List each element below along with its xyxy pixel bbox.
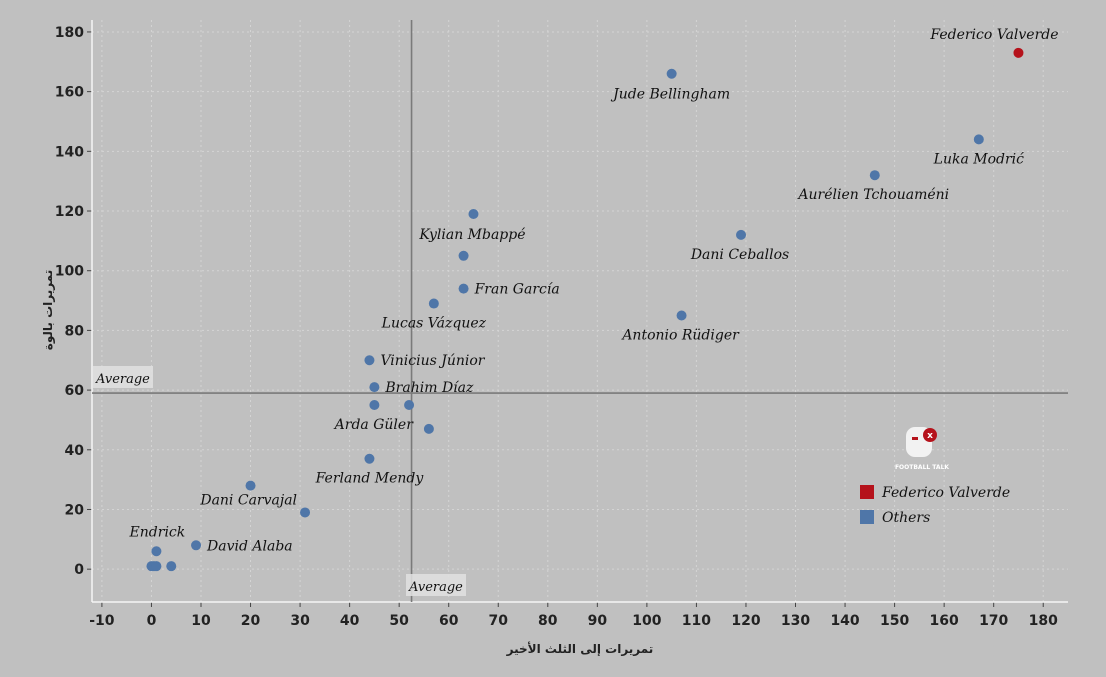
point-label: Lucas Vázquez (381, 316, 487, 332)
x-tick-label: 170 (979, 613, 1008, 629)
y-tick-label: 160 (55, 85, 84, 101)
data-point (151, 546, 162, 557)
point-label: Endrick (129, 524, 186, 540)
data-point (300, 507, 311, 518)
logo-text: FOOTBALL TALK (895, 464, 949, 471)
x-tick-label: 90 (588, 613, 608, 629)
data-point (666, 68, 677, 79)
x-tick-label: 110 (682, 613, 711, 629)
axes: -10 0 10 20 30 40 50 60 70 80 90 100 110 120 130 140 150… (55, 20, 1068, 629)
x-tick-label: 130 (781, 613, 810, 629)
svg-text:x: x (927, 431, 933, 441)
x-tick-label: 40 (340, 613, 360, 629)
data-point (869, 170, 880, 181)
average-label-horizontal: Average (93, 366, 153, 388)
x-tick-label: -10 (89, 613, 115, 629)
legend-label: Others (882, 510, 930, 526)
legend-swatch (860, 485, 874, 499)
grid (92, 20, 1068, 602)
point-label: Dani Ceballos (690, 247, 789, 263)
y-tick-label: 60 (65, 383, 85, 399)
data-point (423, 423, 434, 434)
data-point (973, 134, 984, 145)
legend-label: Federico Valverde (881, 485, 1010, 501)
x-tick-label: 80 (538, 613, 558, 629)
y-tick-label: 100 (55, 264, 84, 280)
point-label: Aurélien Tchouaméni (796, 187, 949, 203)
y-tick-label: 0 (74, 562, 84, 578)
data-point (191, 540, 202, 551)
point-label: Brahim Díaz (384, 380, 474, 396)
point-label: Ferland Mendy (315, 471, 425, 487)
data-point (369, 400, 380, 411)
point-label: Kylian Mbappé (418, 227, 525, 243)
data-points (146, 47, 1024, 572)
data-point (404, 400, 415, 411)
data-point (736, 229, 747, 240)
data-point (369, 382, 380, 393)
x-tick-label: 0 (147, 613, 157, 629)
x-tick-label: 10 (191, 613, 211, 629)
data-point (364, 453, 375, 464)
x-tick-label: 70 (489, 613, 509, 629)
x-tick-label: 20 (241, 613, 261, 629)
x-tick-label: 150 (880, 613, 909, 629)
data-point (1013, 47, 1024, 58)
point-label: Jude Bellingham (610, 87, 730, 103)
x-tick-label: 60 (439, 613, 459, 629)
x-tick-label: 50 (389, 613, 409, 629)
data-point (468, 209, 479, 219)
y-tick-label: 80 (65, 323, 85, 339)
data-point (151, 561, 162, 572)
y-axis-label: تمريرات بالوة (41, 270, 56, 350)
y-tick-label: 180 (55, 25, 84, 41)
data-point (245, 480, 256, 491)
point-label: Federico Valverde (929, 27, 1058, 43)
football-talk-logo: x FOOTBALL TALK (895, 427, 949, 471)
y-tick-label: 40 (65, 443, 85, 459)
point-label: David Alaba (206, 538, 293, 554)
x-axis-label: تمريرات إلى الثلث الأخير (506, 641, 654, 656)
data-point (458, 283, 469, 294)
y-tick-label: 120 (55, 204, 84, 220)
data-point (428, 298, 439, 309)
x-tick-label: 30 (290, 613, 310, 629)
point-labels: Federico Valverde Jude Bellingham Luka Mod… (129, 27, 1059, 554)
y-tick-label: 20 (65, 502, 85, 518)
point-label: Antonio Rüdiger (620, 327, 740, 343)
data-point (458, 250, 469, 261)
point-label: Fran García (474, 282, 560, 298)
point-label: Dani Carvajal (199, 492, 297, 508)
x-tick-label: 120 (731, 613, 760, 629)
legend-swatch (860, 510, 874, 524)
point-label: Luka Modrić (933, 151, 1024, 167)
point-label: Vinicius Júnior (380, 353, 485, 369)
data-point (676, 310, 687, 321)
average-label-vertical-text: Average (408, 580, 463, 595)
x-tick-label: 140 (830, 613, 859, 629)
average-lines (92, 20, 1068, 602)
x-tick-label: 160 (930, 613, 959, 629)
average-label-vertical: Average (406, 574, 466, 596)
average-label-horizontal-text: Average (95, 372, 150, 387)
point-label: Arda Güler (333, 417, 415, 433)
data-point (364, 355, 375, 366)
legend: Federico Valverde Others (860, 485, 1010, 526)
data-point (166, 561, 177, 572)
x-tick-label: 100 (632, 613, 661, 629)
y-tick-label: 140 (55, 144, 84, 160)
x-tick-label: 180 (1029, 613, 1058, 629)
